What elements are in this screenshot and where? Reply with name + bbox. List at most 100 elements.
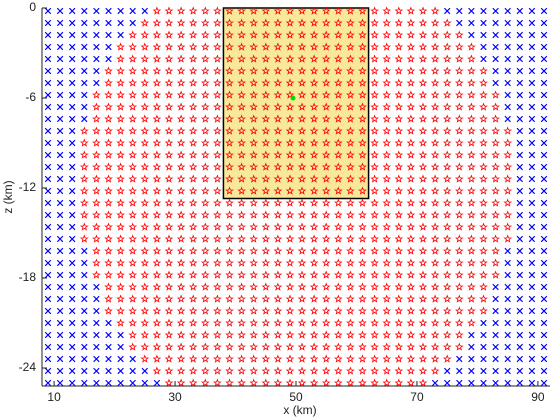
- star-marker: [346, 246, 355, 255]
- star-marker: [442, 54, 452, 63]
- cross-marker: [504, 307, 511, 315]
- star-marker: [333, 102, 343, 111]
- cross-marker: [69, 223, 76, 231]
- star-marker: [479, 198, 488, 207]
- cross-marker: [56, 79, 64, 87]
- star-marker: [261, 198, 271, 207]
- star-marker: [188, 54, 198, 63]
- star-marker: [394, 102, 404, 111]
- cross-marker: [56, 7, 64, 15]
- cross-marker: [516, 271, 523, 279]
- star-marker: [104, 282, 113, 291]
- star-marker: [92, 174, 101, 183]
- star-marker: [213, 138, 222, 147]
- star-marker: [116, 210, 125, 219]
- star-marker: [297, 138, 307, 147]
- star-marker: [249, 42, 259, 51]
- star-marker: [237, 330, 246, 339]
- star-marker: [321, 330, 331, 339]
- star-marker: [225, 234, 234, 243]
- star-marker: [321, 42, 331, 51]
- star-marker: [164, 54, 174, 63]
- star-marker: [454, 282, 464, 291]
- star-marker: [176, 342, 186, 351]
- star-marker: [430, 210, 440, 219]
- star-marker: [467, 234, 476, 243]
- star-marker: [261, 66, 271, 75]
- star-marker: [321, 294, 331, 303]
- star-marker: [309, 282, 319, 291]
- star-marker: [479, 162, 488, 171]
- star-marker: [321, 90, 331, 99]
- star-marker: [503, 174, 513, 183]
- star-marker: [418, 282, 428, 291]
- star-marker: [176, 150, 186, 159]
- cross-marker: [44, 103, 52, 111]
- star-marker: [176, 6, 186, 15]
- star-marker: [358, 294, 367, 303]
- star-marker: [454, 198, 464, 207]
- star-marker: [273, 366, 283, 375]
- star-marker: [273, 270, 283, 279]
- star-marker: [346, 102, 355, 111]
- star-marker: [430, 306, 440, 315]
- star-marker: [406, 42, 416, 51]
- star-marker: [164, 378, 174, 387]
- star-marker: [297, 102, 307, 111]
- star-marker: [273, 282, 283, 291]
- star-marker: [454, 162, 464, 171]
- star-marker: [237, 306, 246, 315]
- cross-marker: [56, 139, 64, 147]
- cross-marker: [81, 247, 88, 255]
- star-marker: [430, 114, 440, 123]
- star-marker: [418, 54, 428, 63]
- star-marker: [261, 78, 271, 87]
- star-marker: [140, 150, 150, 159]
- star-marker: [92, 270, 101, 279]
- star-marker: [297, 198, 307, 207]
- cross-marker: [93, 379, 100, 387]
- star-marker: [358, 150, 367, 159]
- cross-marker: [540, 379, 548, 387]
- star-marker: [176, 222, 186, 231]
- star-marker: [261, 354, 271, 363]
- cross-marker: [56, 127, 64, 135]
- star-marker: [152, 330, 162, 339]
- y-tick-label: -18: [19, 270, 37, 284]
- star-marker: [370, 378, 379, 387]
- star-marker: [394, 234, 404, 243]
- star-marker: [309, 330, 319, 339]
- cross-marker: [528, 103, 536, 111]
- star-marker: [176, 294, 186, 303]
- star-marker: [152, 90, 162, 99]
- star-marker: [273, 42, 283, 51]
- star-marker: [188, 330, 198, 339]
- star-marker: [92, 246, 101, 255]
- star-marker: [430, 138, 440, 147]
- star-marker: [176, 66, 186, 75]
- cross-marker: [492, 31, 499, 39]
- x-axis-label: x (km): [283, 403, 316, 417]
- cross-marker: [444, 379, 451, 387]
- star-marker: [176, 318, 186, 327]
- cross-marker: [468, 7, 475, 15]
- star-marker: [128, 138, 138, 147]
- star-marker: [92, 258, 101, 267]
- cross-marker: [44, 259, 52, 267]
- star-marker: [346, 210, 355, 219]
- star-marker: [491, 258, 500, 267]
- cross-marker: [44, 343, 52, 351]
- star-marker: [333, 258, 343, 267]
- star-marker: [418, 18, 428, 27]
- star-marker: [152, 282, 162, 291]
- star-marker: [176, 102, 186, 111]
- cross-marker: [69, 187, 76, 195]
- cross-marker: [44, 247, 52, 255]
- star-marker: [261, 342, 271, 351]
- cross-marker: [468, 343, 475, 351]
- star-marker: [213, 54, 222, 63]
- star-marker: [200, 6, 210, 15]
- star-marker: [479, 282, 488, 291]
- star-marker: [152, 54, 162, 63]
- star-marker: [273, 78, 283, 87]
